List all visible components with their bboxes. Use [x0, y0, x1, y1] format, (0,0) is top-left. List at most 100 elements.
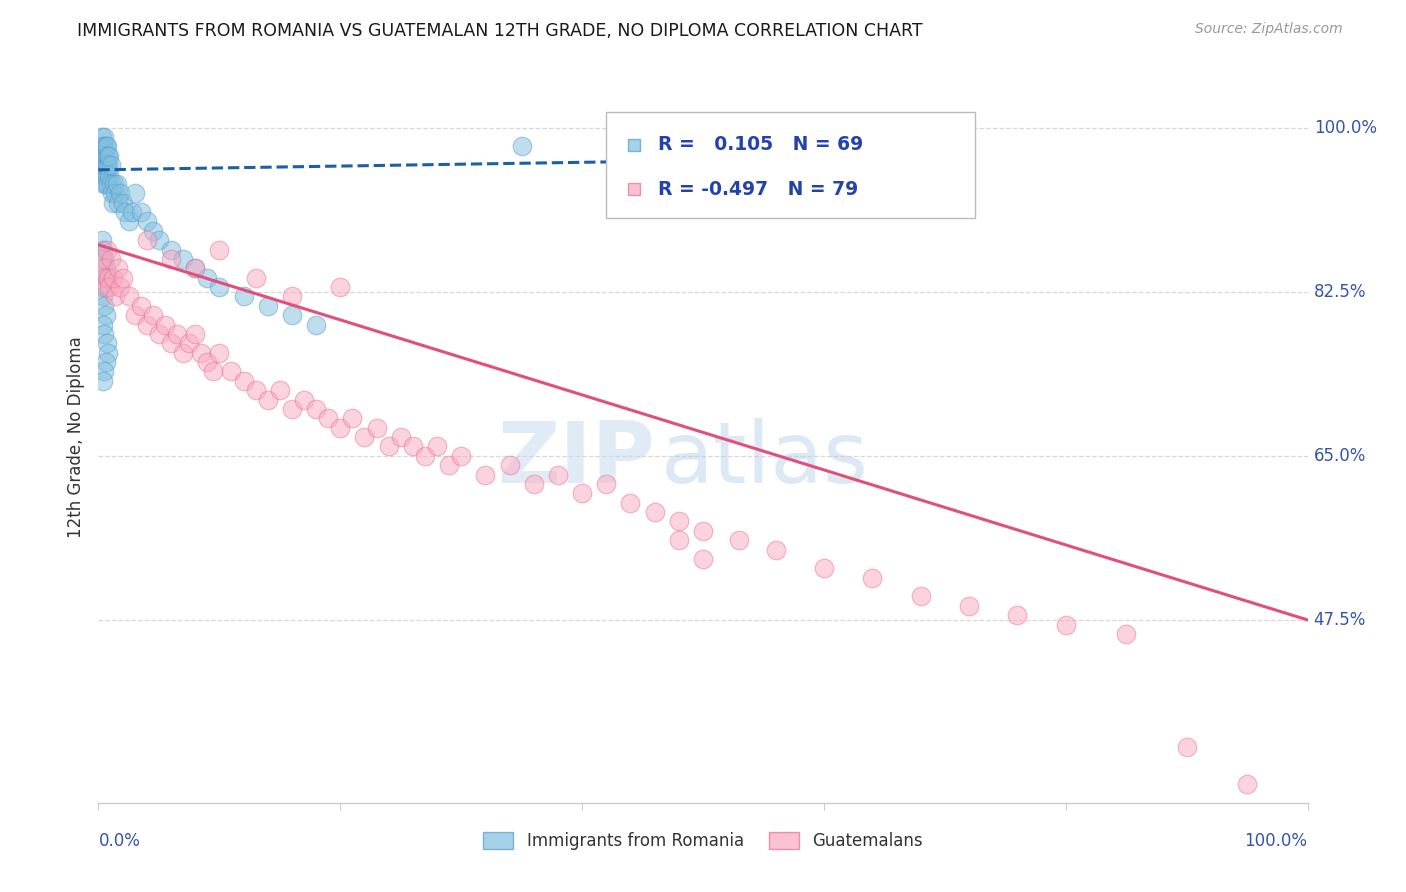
Point — [623, 215, 645, 229]
Point — [100, 186, 122, 201]
Point — [450, 449, 472, 463]
Point — [619, 496, 641, 510]
Point — [342, 411, 364, 425]
Point — [91, 139, 114, 153]
Point — [94, 308, 117, 322]
Point — [135, 233, 157, 247]
Point — [728, 533, 751, 548]
Point — [91, 158, 114, 172]
Point — [160, 243, 183, 257]
Point — [96, 243, 118, 257]
Point — [281, 401, 304, 416]
Point — [190, 345, 212, 359]
Point — [94, 139, 117, 153]
Point — [96, 336, 118, 351]
Text: ZIP: ZIP — [496, 417, 655, 500]
Point — [692, 524, 714, 538]
Point — [402, 440, 425, 454]
Point — [129, 299, 152, 313]
Text: R =   0.105   N = 69: R = 0.105 N = 69 — [658, 136, 863, 154]
Point — [426, 440, 449, 454]
Point — [571, 486, 593, 500]
Point — [91, 261, 114, 276]
Point — [93, 364, 115, 378]
Point — [91, 243, 114, 257]
Text: R = -0.497   N = 79: R = -0.497 N = 79 — [658, 180, 859, 199]
Point — [94, 177, 117, 191]
Point — [94, 149, 117, 163]
Point — [765, 542, 787, 557]
Point — [644, 505, 666, 519]
Point — [1115, 627, 1137, 641]
Point — [269, 383, 291, 397]
Point — [104, 289, 127, 303]
Point — [245, 383, 267, 397]
Point — [97, 177, 120, 191]
Point — [97, 149, 120, 163]
Point — [353, 430, 375, 444]
Point — [523, 477, 546, 491]
Point — [93, 177, 115, 191]
Point — [166, 326, 188, 341]
Point — [184, 261, 207, 276]
Point — [100, 158, 122, 172]
Text: atlas: atlas — [661, 417, 869, 500]
Point — [93, 252, 115, 266]
Point — [91, 168, 114, 182]
Point — [108, 280, 131, 294]
Point — [160, 252, 183, 266]
Point — [96, 158, 118, 172]
Point — [100, 177, 122, 191]
Point — [172, 345, 194, 359]
Point — [256, 392, 278, 407]
Point — [184, 326, 207, 341]
Point — [910, 590, 932, 604]
Point — [97, 270, 120, 285]
Point — [96, 139, 118, 153]
Point — [91, 280, 114, 294]
Point — [100, 252, 122, 266]
Point — [160, 336, 183, 351]
Point — [195, 270, 218, 285]
Point — [93, 326, 115, 341]
Point — [118, 289, 141, 303]
Point — [208, 280, 231, 294]
Text: 65.0%: 65.0% — [1313, 447, 1367, 465]
Point — [118, 214, 141, 228]
Point — [498, 458, 520, 473]
Point — [142, 224, 165, 238]
Point — [547, 467, 569, 482]
Point — [121, 205, 143, 219]
Point — [202, 364, 225, 378]
Legend: Immigrants from Romania, Guatemalans: Immigrants from Romania, Guatemalans — [477, 825, 929, 856]
Point — [668, 515, 690, 529]
Point — [232, 374, 254, 388]
Point — [97, 345, 120, 359]
Text: IMMIGRANTS FROM ROMANIA VS GUATEMALAN 12TH GRADE, NO DIPLOMA CORRELATION CHART: IMMIGRANTS FROM ROMANIA VS GUATEMALAN 12… — [77, 22, 922, 40]
Point — [90, 149, 112, 163]
Point — [474, 467, 496, 482]
Point — [101, 195, 124, 210]
Point — [148, 326, 170, 341]
Point — [91, 289, 114, 303]
Point — [107, 261, 129, 276]
Point — [111, 270, 134, 285]
Text: 0.0%: 0.0% — [98, 832, 141, 850]
Point — [860, 571, 883, 585]
Point — [377, 440, 399, 454]
Point — [172, 252, 194, 266]
Point — [413, 449, 436, 463]
Point — [184, 261, 207, 276]
Point — [510, 139, 533, 153]
Point — [208, 345, 231, 359]
Point — [94, 280, 117, 294]
Point — [98, 280, 121, 294]
Point — [245, 270, 267, 285]
Point — [195, 355, 218, 369]
Point — [595, 477, 617, 491]
Point — [98, 168, 121, 182]
Point — [93, 130, 115, 145]
Point — [91, 139, 114, 153]
Text: Source: ZipAtlas.com: Source: ZipAtlas.com — [1195, 22, 1343, 37]
Point — [129, 205, 152, 219]
